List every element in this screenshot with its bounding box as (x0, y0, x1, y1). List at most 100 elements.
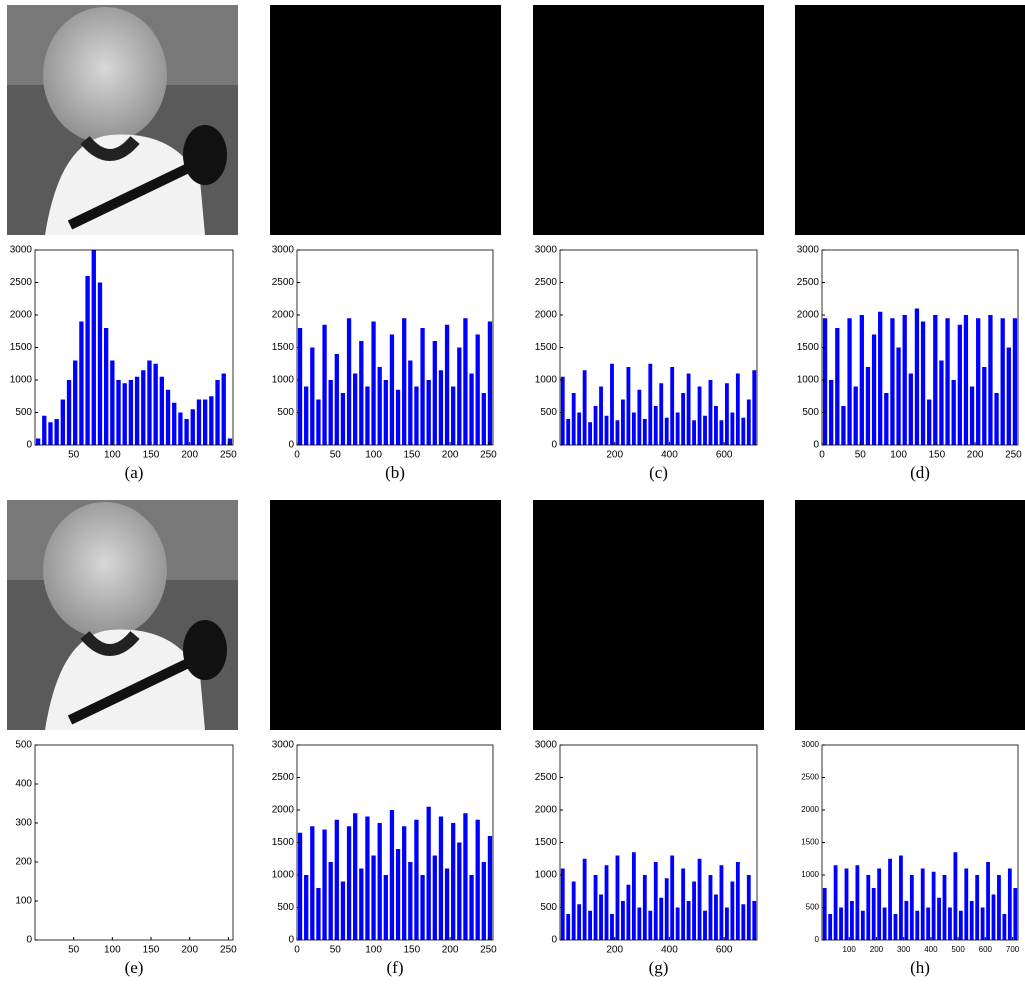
bar (389, 810, 395, 940)
bar (571, 881, 576, 940)
bar (91, 250, 96, 445)
x-tick-label: 250 (1005, 450, 1022, 461)
bar (828, 914, 833, 940)
y-tick-label: 2500 (272, 277, 295, 288)
y-tick-label: 2000 (535, 805, 558, 816)
y-tick-label: 2500 (10, 277, 33, 288)
bar (377, 367, 382, 445)
bar (931, 871, 936, 940)
y-tick-label: 0 (551, 440, 557, 451)
bar (945, 318, 950, 445)
bar (444, 868, 450, 940)
bar (752, 370, 757, 445)
y-tick-label: 3000 (801, 740, 819, 749)
bar (675, 907, 680, 940)
bar (444, 324, 450, 445)
bar (969, 386, 975, 445)
bar (844, 868, 849, 940)
x-tick-label: 0 (294, 945, 300, 956)
bar (859, 315, 864, 445)
caption: (c) (649, 463, 668, 482)
bar (610, 363, 614, 445)
y-tick-label: 500 (540, 902, 557, 913)
x-tick-label: 200 (606, 450, 623, 461)
y-tick-label: 1000 (797, 375, 820, 386)
bar (328, 380, 333, 445)
y-tick-label: 1000 (801, 870, 819, 879)
bar (681, 393, 686, 445)
bar (359, 341, 364, 445)
bar (982, 367, 987, 445)
bar (708, 875, 713, 940)
bar (975, 875, 980, 940)
bar (980, 907, 985, 940)
photo (7, 500, 238, 730)
bar (822, 318, 828, 445)
y-tick-label: 1500 (535, 837, 558, 848)
bar (377, 823, 382, 940)
bar (408, 360, 413, 445)
bar (371, 855, 376, 940)
bar (457, 842, 462, 940)
bar (383, 875, 388, 940)
bar (697, 858, 702, 940)
bar (432, 341, 437, 445)
x-tick-label: 300 (897, 945, 911, 954)
bar (890, 318, 895, 445)
bar (582, 858, 587, 940)
x-tick-label: 150 (404, 945, 421, 956)
bar (593, 406, 598, 445)
caption: (h) (910, 958, 930, 977)
y-tick-label: 100 (15, 896, 32, 907)
x-tick-label: 250 (480, 450, 497, 461)
bar (172, 402, 177, 445)
x-tick-label: 50 (68, 945, 80, 956)
bar (395, 389, 401, 445)
bar (1012, 318, 1018, 445)
bar (54, 419, 59, 445)
y-tick-label: 500 (15, 740, 32, 751)
bar (1002, 914, 1007, 940)
bar (920, 321, 926, 445)
bar (310, 347, 315, 445)
bar (621, 399, 625, 445)
bar (724, 907, 729, 940)
bar (334, 819, 339, 940)
bar (334, 354, 339, 445)
bar (659, 383, 664, 445)
plot-frame (34, 744, 234, 941)
bar (653, 862, 658, 940)
bar (42, 415, 47, 445)
y-tick-label: 2000 (535, 310, 558, 321)
bar (599, 894, 603, 940)
x-tick-label: 50 (68, 450, 80, 461)
x-tick-label: 200 (870, 945, 884, 954)
y-tick-label: 500 (277, 407, 294, 418)
bar (178, 412, 183, 445)
bar (304, 875, 309, 940)
bar (190, 409, 195, 445)
bar (746, 399, 751, 445)
y-tick-label: 200 (15, 857, 32, 868)
bar (1007, 868, 1012, 940)
bar (626, 884, 631, 940)
bar (389, 334, 395, 445)
bar (134, 376, 140, 445)
bar (841, 406, 846, 445)
x-tick-label: 100 (104, 450, 121, 461)
x-tick-label: 500 (951, 945, 965, 954)
bar (475, 334, 480, 445)
bar (670, 367, 675, 445)
bar (860, 910, 865, 940)
y-tick-label: 1000 (272, 870, 295, 881)
x-tick-label: 100 (365, 945, 382, 956)
bar (829, 380, 834, 445)
bar (735, 373, 740, 445)
y-tick-label: 0 (815, 935, 820, 944)
bar (839, 907, 843, 940)
bar (426, 380, 431, 445)
caption: (e) (125, 958, 144, 977)
bar (714, 894, 718, 940)
x-tick-label: 0 (294, 450, 300, 461)
x-tick-label: 200 (442, 450, 459, 461)
